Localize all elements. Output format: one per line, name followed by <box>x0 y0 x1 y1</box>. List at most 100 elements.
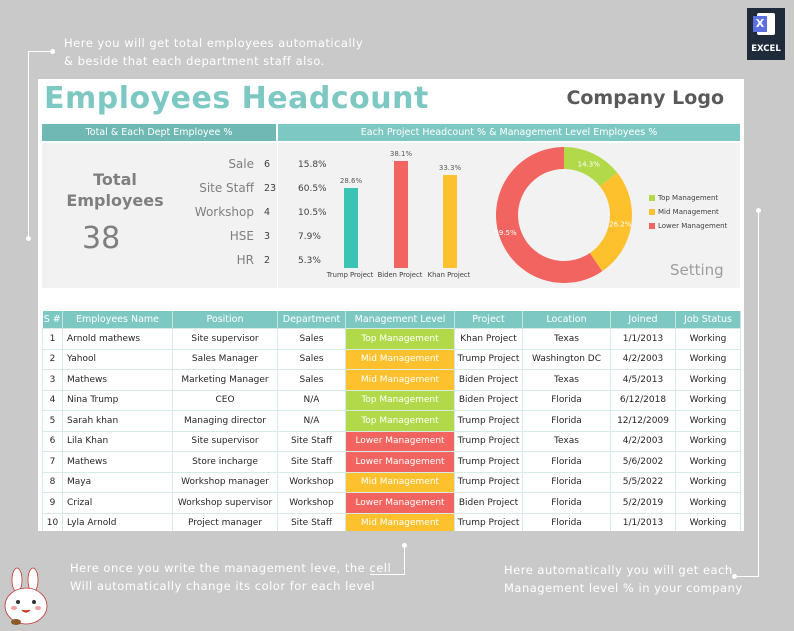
table-cell-name[interactable]: Sarah khan <box>62 410 173 432</box>
table-cell-management-level[interactable]: Top Management <box>345 389 455 411</box>
table-cell-job-status[interactable]: Working <box>675 451 741 473</box>
table-cell-location[interactable]: Florida <box>522 410 611 432</box>
table-cell-location[interactable]: Florida <box>522 471 611 493</box>
table-cell-location[interactable]: Florida <box>522 389 611 411</box>
table-cell-management-level[interactable]: Mid Management <box>345 471 455 493</box>
table-cell-project[interactable]: Khan Project <box>454 328 523 350</box>
col-header[interactable]: S # <box>42 311 63 329</box>
table-cell-joined[interactable]: 5/6/2002 <box>610 451 676 473</box>
table-cell-joined[interactable]: 12/12/2009 <box>610 410 676 432</box>
table-cell-name[interactable]: Nina Trump <box>62 389 173 411</box>
table-cell-location[interactable]: Texas <box>522 430 611 452</box>
table-row[interactable]: 4 Nina Trump CEO N/A Top Management Biden Pro… <box>42 389 741 411</box>
table-cell-name[interactable]: Lyla Arnold <box>62 512 173 531</box>
table-row[interactable]: 10 Lyla Arnold Project manager Site Staff Mi… <box>42 512 741 531</box>
table-cell-sn[interactable]: 4 <box>42 389 63 411</box>
table-cell-sn[interactable]: 7 <box>42 451 63 473</box>
table-cell-name[interactable]: Arnold mathews <box>62 328 173 350</box>
table-cell-management-level[interactable]: Lower Management <box>345 492 455 514</box>
table-cell-job-status[interactable]: Working <box>675 430 741 452</box>
table-cell-department[interactable]: N/A <box>277 410 346 432</box>
table-cell-department[interactable]: Workshop <box>277 471 346 493</box>
table-cell-joined[interactable]: 5/5/2022 <box>610 471 676 493</box>
col-header[interactable]: Joined <box>610 311 676 329</box>
table-cell-department[interactable]: N/A <box>277 389 346 411</box>
table-cell-job-status[interactable]: Working <box>675 369 741 391</box>
table-cell-sn[interactable]: 3 <box>42 369 63 391</box>
table-cell-position[interactable]: Site supervisor <box>172 430 278 452</box>
table-cell-department[interactable]: Workshop <box>277 492 346 514</box>
table-cell-sn[interactable]: 10 <box>42 512 63 531</box>
table-cell-position[interactable]: Workshop supervisor <box>172 492 278 514</box>
table-cell-name[interactable]: Mathews <box>62 369 173 391</box>
table-row[interactable]: 5 Sarah khan Managing director N/A Top Manag… <box>42 410 741 432</box>
table-row[interactable]: 2 Yahool Sales Manager Sales Mid Management T… <box>42 348 741 370</box>
col-header[interactable]: Department <box>277 311 346 329</box>
table-cell-name[interactable]: Mathews <box>62 451 173 473</box>
table-cell-project[interactable]: Trump Project <box>454 471 523 493</box>
table-cell-joined[interactable]: 4/2/2003 <box>610 430 676 452</box>
table-cell-name[interactable]: Crizal <box>62 492 173 514</box>
table-cell-project[interactable]: Biden Project <box>454 369 523 391</box>
table-cell-management-level[interactable]: Mid Management <box>345 512 455 531</box>
table-cell-position[interactable]: Project manager <box>172 512 278 531</box>
table-cell-sn[interactable]: 8 <box>42 471 63 493</box>
table-cell-joined[interactable]: 6/12/2018 <box>610 389 676 411</box>
table-cell-name[interactable]: Maya <box>62 471 173 493</box>
table-cell-job-status[interactable]: Working <box>675 492 741 514</box>
table-cell-management-level[interactable]: Lower Management <box>345 430 455 452</box>
table-cell-management-level[interactable]: Mid Management <box>345 348 455 370</box>
table-row[interactable]: 6 Lila Khan Site supervisor Site Staff Lower… <box>42 430 741 452</box>
table-cell-project[interactable]: Biden Project <box>454 389 523 411</box>
col-header[interactable]: Management Level <box>345 311 455 329</box>
table-cell-project[interactable]: Trump Project <box>454 451 523 473</box>
table-cell-joined[interactable]: 5/2/2019 <box>610 492 676 514</box>
col-header[interactable]: Job Status <box>675 311 741 329</box>
table-cell-joined[interactable]: 4/2/2003 <box>610 348 676 370</box>
table-row[interactable]: 8 Maya Workshop manager Workshop Mid Managem… <box>42 471 741 493</box>
table-row[interactable]: 1 Arnold mathews Site supervisor Sales Top M… <box>42 328 741 350</box>
table-cell-position[interactable]: Site supervisor <box>172 328 278 350</box>
table-cell-location[interactable]: Texas <box>522 369 611 391</box>
table-cell-location[interactable]: Texas <box>522 328 611 350</box>
table-cell-project[interactable]: Trump Project <box>454 410 523 432</box>
table-cell-joined[interactable]: 1/1/2013 <box>610 328 676 350</box>
table-row[interactable]: 9 Crizal Workshop supervisor Workshop Lower … <box>42 492 741 514</box>
table-cell-department[interactable]: Site Staff <box>277 451 346 473</box>
col-header[interactable]: Employees Name <box>62 311 173 329</box>
setting-link[interactable]: Setting <box>670 261 724 279</box>
table-cell-position[interactable]: Workshop manager <box>172 471 278 493</box>
table-cell-job-status[interactable]: Working <box>675 389 741 411</box>
col-header[interactable]: Position <box>172 311 278 329</box>
table-cell-job-status[interactable]: Working <box>675 348 741 370</box>
table-cell-department[interactable]: Sales <box>277 328 346 350</box>
table-cell-name[interactable]: Yahool <box>62 348 173 370</box>
table-cell-management-level[interactable]: Lower Management <box>345 451 455 473</box>
table-cell-location[interactable]: Florida <box>522 492 611 514</box>
table-cell-sn[interactable]: 5 <box>42 410 63 432</box>
table-cell-job-status[interactable]: Working <box>675 471 741 493</box>
table-cell-location[interactable]: Washington DC <box>522 348 611 370</box>
table-cell-sn[interactable]: 9 <box>42 492 63 514</box>
col-header[interactable]: Location <box>522 311 611 329</box>
table-cell-management-level[interactable]: Mid Management <box>345 369 455 391</box>
table-cell-location[interactable]: Florida <box>522 451 611 473</box>
table-cell-department[interactable]: Site Staff <box>277 512 346 531</box>
table-cell-position[interactable]: CEO <box>172 389 278 411</box>
table-cell-sn[interactable]: 1 <box>42 328 63 350</box>
table-cell-management-level[interactable]: Top Management <box>345 328 455 350</box>
table-cell-department[interactable]: Sales <box>277 369 346 391</box>
table-cell-job-status[interactable]: Working <box>675 410 741 432</box>
table-cell-project[interactable]: Trump Project <box>454 430 523 452</box>
table-cell-joined[interactable]: 1/1/2013 <box>610 512 676 531</box>
table-cell-position[interactable]: Managing director <box>172 410 278 432</box>
table-cell-position[interactable]: Store incharge <box>172 451 278 473</box>
table-cell-department[interactable]: Site Staff <box>277 430 346 452</box>
table-cell-management-level[interactable]: Top Management <box>345 410 455 432</box>
table-cell-project[interactable]: Trump Project <box>454 348 523 370</box>
table-row[interactable]: 3 Mathews Marketing Manager Sales Mid Manage… <box>42 369 741 391</box>
table-cell-department[interactable]: Sales <box>277 348 346 370</box>
table-cell-sn[interactable]: 6 <box>42 430 63 452</box>
table-cell-position[interactable]: Marketing Manager <box>172 369 278 391</box>
table-cell-project[interactable]: Trump Project <box>454 512 523 531</box>
